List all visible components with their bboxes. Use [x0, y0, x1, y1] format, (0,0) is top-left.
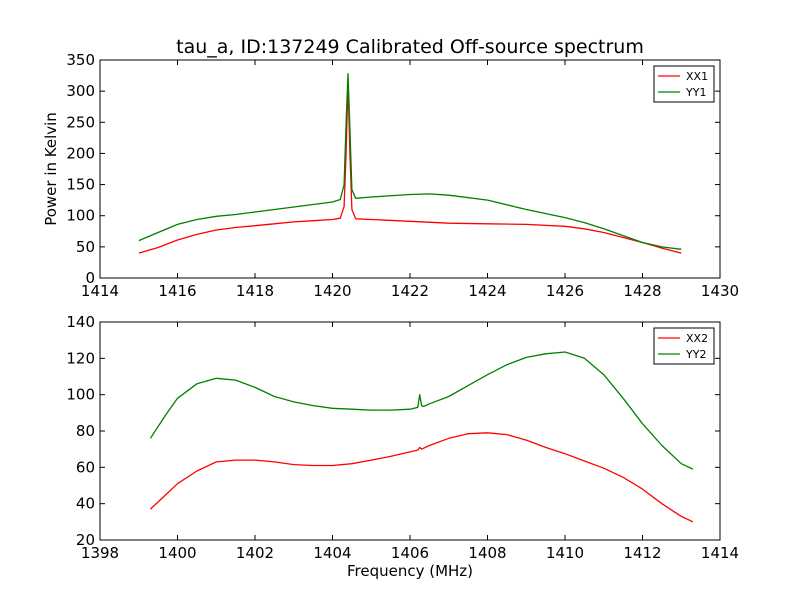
plot-frame [99, 321, 721, 541]
x-tick-label: 1426 [546, 282, 584, 300]
x-tick-label: 1406 [391, 544, 429, 562]
x-tick-label: 1408 [468, 544, 506, 562]
x-tick-label: 1416 [158, 282, 196, 300]
y-tick-label: 300 [66, 82, 95, 100]
x-tick-label: 1414 [701, 544, 739, 562]
x-tick-label: 1402 [236, 544, 274, 562]
x-tick-label: 1422 [391, 282, 429, 300]
y-tick-label: 100 [66, 207, 95, 225]
y-tick-label: 150 [66, 176, 95, 194]
y-tick-label: 350 [66, 51, 95, 69]
legend-box [653, 327, 715, 365]
legend-label-yy1: YY1 [685, 86, 706, 99]
x-tick-label: 1428 [623, 282, 661, 300]
legend-label-xx2: XX2 [686, 332, 708, 345]
x-tick-label: 1400 [158, 544, 196, 562]
series-line-xx2 [149, 432, 694, 523]
y-axis-title: Power in Kelvin [42, 112, 60, 226]
x-tick-label: 1420 [313, 282, 351, 300]
series-line-yy1 [138, 73, 682, 250]
y-tick-label: 50 [76, 238, 95, 256]
legend-label-yy2: YY2 [685, 348, 706, 361]
y-tick-label: 140 [66, 313, 95, 331]
series-line-yy2 [149, 351, 694, 470]
y-tick-label: 200 [66, 144, 95, 162]
bottom-panel: 1398 1400 1402 1404 1406 1408 1410 1412 1414 20 40… [66, 313, 739, 580]
chart-title: tau_a, ID:137249 Calibrated Off-source s… [176, 36, 644, 58]
x-tick-label: 1430 [701, 282, 739, 300]
plot-frame [99, 59, 721, 279]
top-panel: 1414 1416 1418 1420 1422 1424 1426 1428 1430 0 50 1… [42, 51, 739, 300]
legend-box [653, 65, 715, 103]
x-tick-label: 1418 [236, 282, 274, 300]
y-tick-label: 100 [66, 386, 95, 404]
x-tick-label: 1404 [313, 544, 351, 562]
y-tick-label: 80 [76, 422, 95, 440]
y-tick-label: 120 [66, 349, 95, 367]
x-tick-label: 1410 [546, 544, 584, 562]
y-tick-label: 250 [66, 113, 95, 131]
x-tick-label: 1424 [468, 282, 506, 300]
y-tick-label: 20 [76, 531, 95, 549]
x-tick-label: 1398 [81, 544, 119, 562]
x-tick-label: 1412 [623, 544, 661, 562]
y-tick-label: 60 [76, 458, 95, 476]
x-tick-label: 1414 [81, 282, 119, 300]
x-axis-title: Frequency (MHz) [347, 562, 473, 580]
legend-label-xx1: XX1 [686, 70, 708, 83]
y-tick-label: 0 [85, 269, 95, 287]
y-tick-label: 40 [76, 495, 95, 513]
